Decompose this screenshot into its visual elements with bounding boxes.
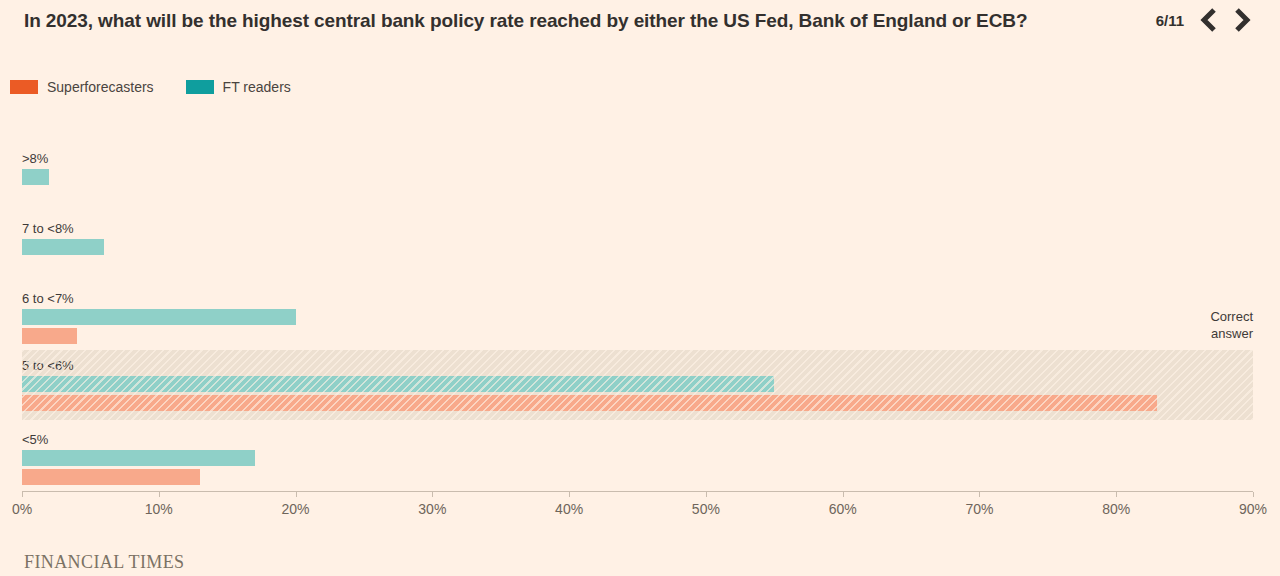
axis-tick bbox=[843, 492, 844, 497]
ft-readers-bar bbox=[22, 309, 296, 325]
axis-tick bbox=[1116, 492, 1117, 497]
ft-poll-chart-page: { "header": { "title": "In 2023, what wi… bbox=[0, 0, 1280, 576]
correct-answer-annotation: Correct answer bbox=[1193, 308, 1253, 342]
x-axis: 0%10%20%30%40%50%60%70%80%90% bbox=[22, 491, 1253, 522]
chart-row-correct-answer: 5 to <6% bbox=[22, 350, 1253, 420]
axis-tick-label: 20% bbox=[282, 501, 310, 517]
axis-tick bbox=[1253, 492, 1254, 497]
chart-title: In 2023, what will be the highest centra… bbox=[24, 9, 1134, 33]
chart-row: 7 to <8% bbox=[22, 221, 1253, 255]
legend-swatch bbox=[186, 80, 214, 94]
category-label: >8% bbox=[22, 151, 1253, 167]
axis-tick-label: 80% bbox=[1102, 501, 1130, 517]
legend-item: Superforecasters bbox=[10, 79, 154, 95]
axis-tick-label: 50% bbox=[692, 501, 720, 517]
legend-label: Superforecasters bbox=[47, 79, 154, 95]
ft-readers-bar bbox=[22, 239, 104, 255]
axis-tick bbox=[706, 492, 707, 497]
axis-tick bbox=[22, 492, 23, 497]
axis-tick-label: 40% bbox=[555, 501, 583, 517]
superforecasters-bar bbox=[22, 469, 200, 485]
axis-tick-label: 10% bbox=[145, 501, 173, 517]
chart-rows: >8% 7 to <8% 6 to <7% 5 to <6% <5% bbox=[22, 151, 1253, 485]
legend: Superforecasters FT readers bbox=[10, 79, 1280, 95]
legend-label: FT readers bbox=[223, 79, 291, 95]
axis-tick bbox=[159, 492, 160, 497]
legend-item: FT readers bbox=[186, 79, 291, 95]
axis-tick-label: 70% bbox=[965, 501, 993, 517]
chevron-right-icon bbox=[1232, 8, 1252, 32]
ft-readers-bar bbox=[22, 169, 49, 185]
axis-tick bbox=[569, 492, 570, 497]
bar-chart: >8% 7 to <8% 6 to <7% 5 to <6% <5% Correct a… bbox=[22, 151, 1253, 522]
header: In 2023, what will be the highest centra… bbox=[0, 0, 1280, 33]
category-label: <5% bbox=[22, 432, 1253, 448]
axis-tick-label: 0% bbox=[12, 501, 32, 517]
superforecasters-bar bbox=[22, 395, 1157, 411]
ft-readers-bar bbox=[22, 376, 774, 392]
axis-tick bbox=[296, 492, 297, 497]
pager: 6/11 bbox=[1156, 7, 1254, 33]
axis-tick bbox=[979, 492, 980, 497]
axis-tick-label: 60% bbox=[829, 501, 857, 517]
category-label: 6 to <7% bbox=[22, 291, 1253, 307]
axis-tick bbox=[432, 492, 433, 497]
category-label: 7 to <8% bbox=[22, 221, 1253, 237]
category-label: 5 to <6% bbox=[22, 358, 1253, 374]
axis-tick-label: 90% bbox=[1239, 501, 1267, 517]
legend-swatch bbox=[10, 80, 38, 94]
ft-readers-bar bbox=[22, 450, 255, 466]
next-chart-button[interactable] bbox=[1229, 7, 1254, 33]
chevron-left-icon bbox=[1199, 8, 1219, 32]
previous-chart-button[interactable] bbox=[1196, 7, 1221, 33]
ft-brand-logo: FINANCIAL TIMES bbox=[24, 552, 1280, 573]
chart-row: <5% bbox=[22, 432, 1253, 485]
chart-row: 6 to <7% bbox=[22, 291, 1253, 344]
page-indicator: 6/11 bbox=[1156, 12, 1188, 29]
axis-tick-label: 30% bbox=[418, 501, 446, 517]
superforecasters-bar bbox=[22, 328, 77, 344]
chart-row: >8% bbox=[22, 151, 1253, 185]
